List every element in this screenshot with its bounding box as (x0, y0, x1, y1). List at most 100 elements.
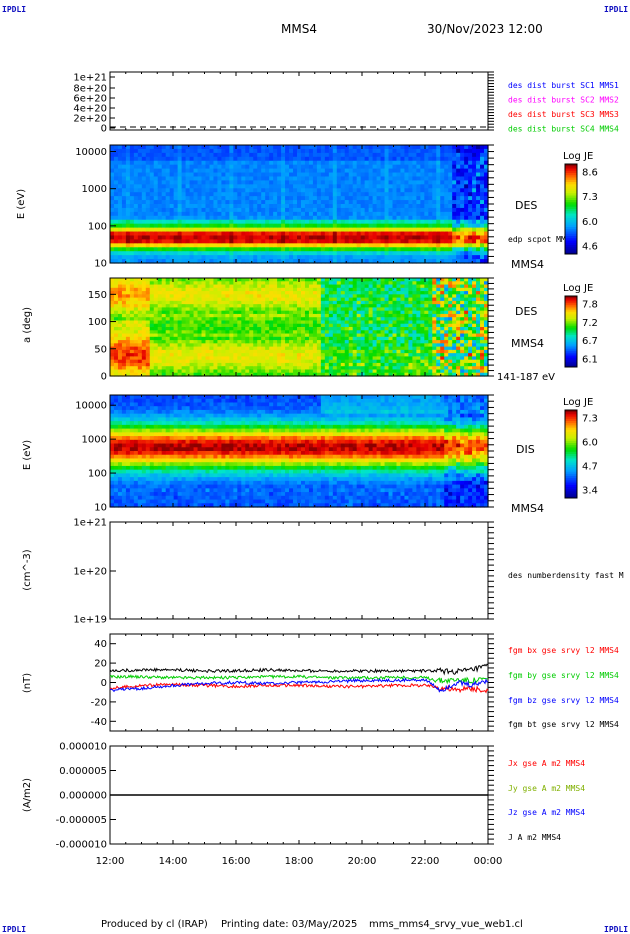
spectrogram-cell (110, 349, 115, 354)
spectrogram-cell (460, 200, 465, 205)
spectrogram-cell (300, 284, 306, 289)
spectrogram-cell (161, 369, 167, 374)
spectrogram-cell (221, 219, 226, 225)
spectrogram-cell (289, 343, 294, 348)
spectrogram-cell (261, 284, 266, 289)
spectrogram-cell (480, 247, 485, 252)
spectrogram-cell (185, 281, 191, 286)
spectrogram-cell (328, 343, 334, 348)
spectrogram-cell (225, 313, 230, 318)
spectrogram-cell (245, 284, 250, 289)
spectrogram-cell (484, 188, 489, 193)
spectrogram-cell (273, 369, 278, 374)
spectrogram-cell (285, 340, 290, 344)
spectrogram-cell (344, 330, 350, 335)
spectrogram-cell (376, 235, 382, 240)
spectrogram-cell (356, 219, 362, 225)
spectrogram-cell (209, 291, 215, 295)
spectrogram-cell (332, 327, 338, 331)
spectrogram-cell (193, 320, 199, 325)
spectrogram-cell (320, 349, 326, 354)
spectrogram-cell (133, 148, 139, 154)
spectrogram-cell (209, 255, 215, 260)
spectrogram-cell (476, 251, 481, 256)
spectrogram-cell (241, 152, 246, 158)
spectrogram-cell (328, 259, 334, 264)
spectrogram-cell (149, 294, 155, 299)
spectrogram-cell (161, 227, 167, 233)
spectrogram-cell (308, 219, 314, 225)
spectrogram-cell (356, 327, 362, 331)
spectrogram-cell (185, 196, 191, 201)
spectrogram-cell (289, 184, 294, 189)
spectrogram-cell (273, 172, 278, 178)
spectrogram-cell (300, 353, 306, 357)
spectrogram-cell (181, 251, 187, 256)
spectrogram-cell (185, 188, 191, 193)
spectrogram-cell (344, 336, 350, 341)
spectrogram-cell (344, 152, 350, 158)
spectrogram-cell (320, 304, 326, 308)
spectrogram-cell (336, 366, 342, 371)
spectrogram-cell (293, 287, 298, 292)
spectrogram-cell (408, 255, 413, 260)
spectrogram-cell (133, 278, 139, 282)
spectrogram-cell (233, 291, 238, 295)
spectrogram-cell (293, 330, 298, 335)
spectrogram-cell (480, 227, 485, 233)
spectrogram-cell (356, 164, 362, 170)
spectrogram-cell (205, 152, 211, 158)
spectrogram-cell (480, 215, 485, 221)
spectrogram-cell (245, 294, 250, 299)
spectrogram-cell (352, 239, 358, 244)
spectrogram-cell (249, 330, 254, 335)
spectrogram-cell (336, 356, 342, 361)
spectrogram-cell (153, 223, 159, 229)
spectrogram-cell (209, 200, 215, 205)
spectrogram-cell (376, 160, 382, 166)
spectrogram-cell (201, 346, 207, 351)
spectrogram-cell (432, 188, 437, 193)
spectrogram-cell (269, 156, 274, 162)
spectrogram-cell (253, 317, 258, 322)
spectrogram-cell (177, 215, 183, 221)
spectrogram-cell (221, 320, 226, 325)
spectrogram-cell (241, 211, 246, 217)
spectrogram-cell (285, 227, 290, 233)
spectrogram-cell (412, 247, 417, 252)
spectrogram-cell (424, 152, 429, 158)
spectrogram-cell (444, 243, 449, 248)
spectrogram-cell (316, 343, 322, 348)
spectrogram-cell (269, 255, 274, 260)
spectrogram-cell (400, 188, 406, 193)
spectrogram-cell (181, 148, 187, 154)
spectrogram-cell (209, 323, 215, 328)
spectrogram-cell (316, 353, 322, 357)
spectrogram-cell (149, 330, 155, 335)
spectrogram-cell (297, 281, 302, 286)
spectrogram-cell (233, 227, 238, 233)
spectrogram-cell (344, 231, 350, 237)
spectrogram-cell (193, 227, 199, 233)
spectrogram-cell (468, 180, 473, 185)
spectrogram-cell (233, 255, 238, 260)
spectrogram-cell (348, 172, 354, 178)
spectrogram-cell (348, 184, 354, 189)
spectrogram-cell (428, 188, 433, 193)
spectrogram-cell (153, 251, 159, 256)
spectrogram-cell (320, 330, 326, 335)
spectrogram-cell (189, 333, 195, 338)
spectrogram-cell (273, 323, 278, 328)
spectrogram-cell (328, 145, 334, 150)
spectrogram-cell (125, 287, 131, 292)
spectrogram-cell (141, 294, 147, 299)
spectrogram-cell (177, 359, 183, 364)
spectrogram-cell (110, 192, 115, 197)
spectrogram-cell (217, 176, 223, 181)
spectrogram-cell (332, 362, 338, 367)
spectrogram-cell (432, 156, 437, 162)
spectrogram-cell (193, 287, 199, 292)
spectrogram-cell (472, 156, 477, 162)
spectrogram-cell (173, 327, 179, 331)
spectrogram-cell (161, 176, 167, 181)
